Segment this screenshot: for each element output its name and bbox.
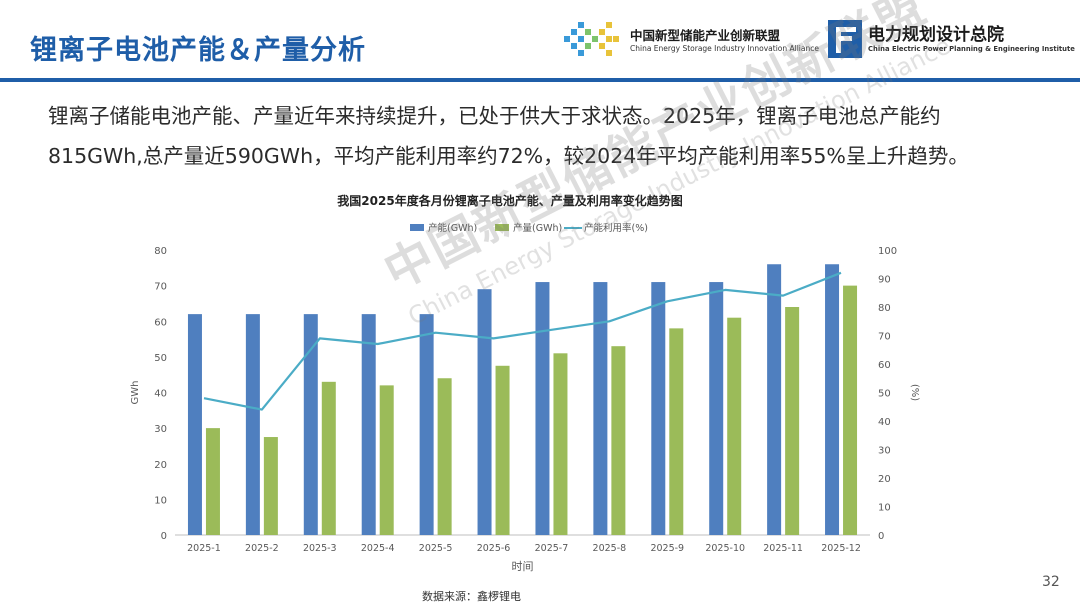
y-axis-label: GWh [130, 381, 141, 405]
legend-swatch-1 [410, 224, 424, 231]
y-tick-label: 30 [154, 424, 167, 435]
x-axis-label: 时间 [512, 560, 534, 573]
legend-swatch-2 [495, 224, 509, 231]
y2-tick-label: 0 [878, 531, 884, 542]
y2-tick-label: 100 [878, 246, 897, 257]
utilization-rate-line [203, 271, 842, 411]
header-rule [0, 78, 1080, 82]
output-bar [263, 437, 278, 535]
y2-tick-label: 70 [878, 332, 891, 343]
page-number: 32 [1042, 574, 1060, 590]
legend-label-2: 产量(GWh) [513, 222, 562, 234]
alliance-logo-icon [564, 22, 619, 56]
chart-title: 我国2025年度各月份锂离子电池产能、产量及利用率变化趋势图 [337, 193, 682, 208]
legend-label-3: 产能利用率(%) [584, 222, 648, 234]
output-bar [843, 285, 858, 535]
capacity-bar [419, 314, 434, 535]
output-bar [669, 328, 684, 535]
slide-header: 锂离子电池产能＆产量分析 中国新型储能产业创新联盟 China Energy S… [0, 0, 1080, 86]
output-bar [437, 378, 452, 535]
alliance-logo: 中国新型储能产业创新联盟 China Energy Storage Indust… [562, 20, 822, 60]
x-tick-label: 2025-12 [821, 543, 861, 554]
alliance-name-en: China Energy Storage Industry Innovation… [630, 44, 819, 53]
capacity-bar [767, 264, 782, 535]
output-bar [205, 428, 220, 535]
output-bar [727, 317, 742, 535]
output-bar [379, 385, 394, 535]
institute-name: 电力规划设计总院 [868, 25, 1004, 45]
y2-tick-label: 50 [878, 389, 891, 400]
y-tick-label: 70 [154, 282, 167, 293]
capacity-bar [825, 264, 840, 535]
y2-tick-label: 90 [878, 275, 891, 286]
x-tick-label: 2025-10 [705, 543, 745, 554]
capacity-bar [535, 282, 550, 535]
institute-logo-icon [828, 20, 862, 58]
x-tick-label: 2025-5 [419, 543, 453, 554]
output-bar [495, 365, 510, 535]
legend-label-1: 产能(GWh) [428, 222, 477, 234]
capacity-bar [651, 282, 666, 535]
x-tick-label: 2025-1 [187, 543, 221, 554]
summary-line-1: 锂离子储能电池产能、产量近年来持续提升，已处于供大于求状态。2025年，锂离子电… [48, 104, 941, 128]
y-tick-label: 80 [154, 246, 167, 257]
capacity-bar [245, 314, 260, 535]
x-tick-label: 2025-2 [245, 543, 279, 554]
institute-name-en: China Electric Power Planning & Engineer… [868, 45, 1075, 53]
y-tick-label: 60 [154, 317, 167, 328]
summary-line-2: 815GWh,总产量近590GWh，平均产能利用率约72%，较2024年平均产能… [48, 144, 969, 168]
x-tick-label: 2025-7 [535, 543, 569, 554]
x-tick-label: 2025-11 [763, 543, 803, 554]
y-tick-label: 20 [154, 460, 167, 471]
x-tick-label: 2025-8 [593, 543, 627, 554]
capacity-bar [593, 282, 608, 535]
y-tick-label: 50 [154, 353, 167, 364]
capacity-bar [477, 289, 492, 535]
x-tick-label: 2025-4 [361, 543, 395, 554]
y2-axis-label: (%) [909, 384, 920, 401]
y-tick-label: 0 [161, 531, 167, 542]
output-bar [553, 353, 568, 535]
y-tick-label: 10 [154, 495, 167, 506]
y2-tick-label: 10 [878, 503, 891, 514]
y2-tick-label: 60 [878, 360, 891, 371]
capacity-bar [187, 314, 202, 535]
y2-tick-label: 80 [878, 303, 891, 314]
y-tick-label: 40 [154, 389, 167, 400]
data-source: 数据来源：鑫椤锂电 [422, 590, 521, 603]
summary-text: 锂离子储能电池产能、产量近年来持续提升，已处于供大于求状态。2025年，锂离子电… [48, 96, 1058, 176]
capacity-bar [361, 314, 376, 535]
institute-logo: 电力规划设计总院 China Electric Power Planning &… [828, 18, 1078, 62]
x-tick-label: 2025-9 [650, 543, 684, 554]
capacity-bar [303, 314, 318, 535]
x-tick-label: 2025-3 [303, 543, 337, 554]
y2-tick-label: 30 [878, 446, 891, 457]
y2-tick-label: 40 [878, 417, 891, 428]
page-title: 锂离子电池产能＆产量分析 [30, 35, 366, 66]
alliance-name: 中国新型储能产业创新联盟 [630, 28, 781, 43]
output-bar [785, 307, 800, 535]
output-bar [611, 346, 626, 535]
output-bar [321, 381, 336, 535]
y2-tick-label: 20 [878, 474, 891, 485]
x-tick-label: 2025-6 [477, 543, 511, 554]
capacity-bar [709, 282, 724, 535]
